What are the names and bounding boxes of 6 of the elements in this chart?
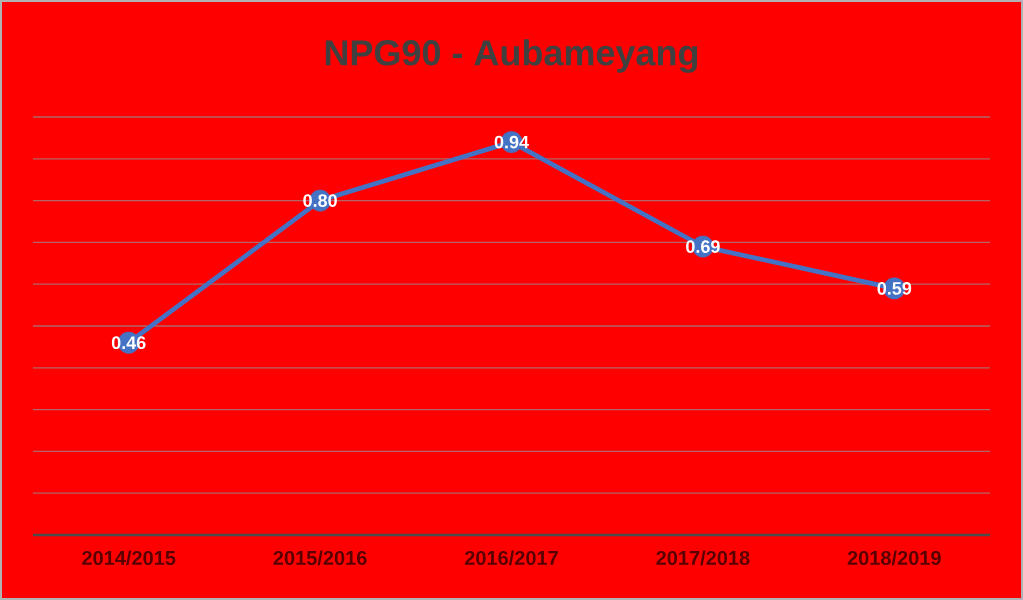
- x-tick-label: 2014/2015: [82, 550, 176, 566]
- chart-title: NPG90 - Aubameyang: [325, 39, 698, 73]
- x-tick-label: 2015/2016: [273, 550, 367, 566]
- x-tick-label: 2018/2019: [847, 550, 941, 566]
- x-tick-label: 2016/2017: [464, 550, 558, 566]
- x-tick-label: 2017/2018: [656, 550, 750, 566]
